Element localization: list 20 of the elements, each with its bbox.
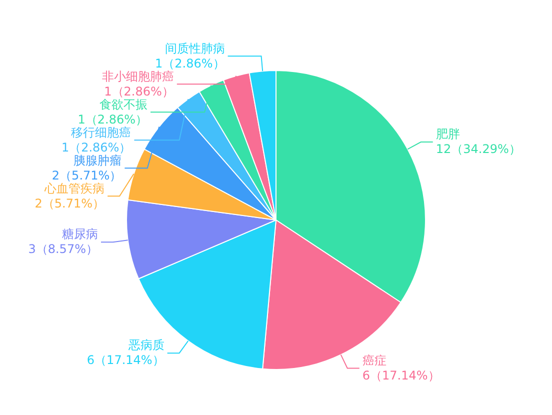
- slice-label: 糖尿病: [62, 227, 98, 242]
- data-label: 12（34.29%）: [436, 142, 521, 156]
- data-label: 2（5.71%）: [34, 196, 105, 210]
- data-label: 1（2.86%）: [155, 56, 225, 70]
- slice-label: 非小细胞肺癌: [102, 69, 174, 84]
- slice-label: 食欲不振: [100, 97, 148, 112]
- data-label: 1（2.86%）: [78, 112, 148, 126]
- slice-label: 恶病质: [127, 338, 164, 352]
- data-label: 1（2.86%）: [61, 140, 132, 154]
- data-label: 2（5.71%）: [52, 168, 122, 182]
- data-label: 3（8.57%）: [28, 242, 98, 256]
- slice-label: 间质性肺病: [164, 41, 225, 56]
- slice-label: 癌症: [362, 353, 386, 368]
- data-label: 6（17.14%）: [362, 368, 440, 382]
- slice-label: 心血管疾病: [44, 181, 105, 196]
- slice-label: 移行细胞癌: [71, 125, 132, 140]
- slice-label: 胰腺肿瘤: [74, 153, 122, 168]
- slice-label: 肥胖: [436, 127, 460, 142]
- data-label: 1（2.86%）: [104, 84, 174, 98]
- data-label: 6（17.14%）: [86, 353, 164, 368]
